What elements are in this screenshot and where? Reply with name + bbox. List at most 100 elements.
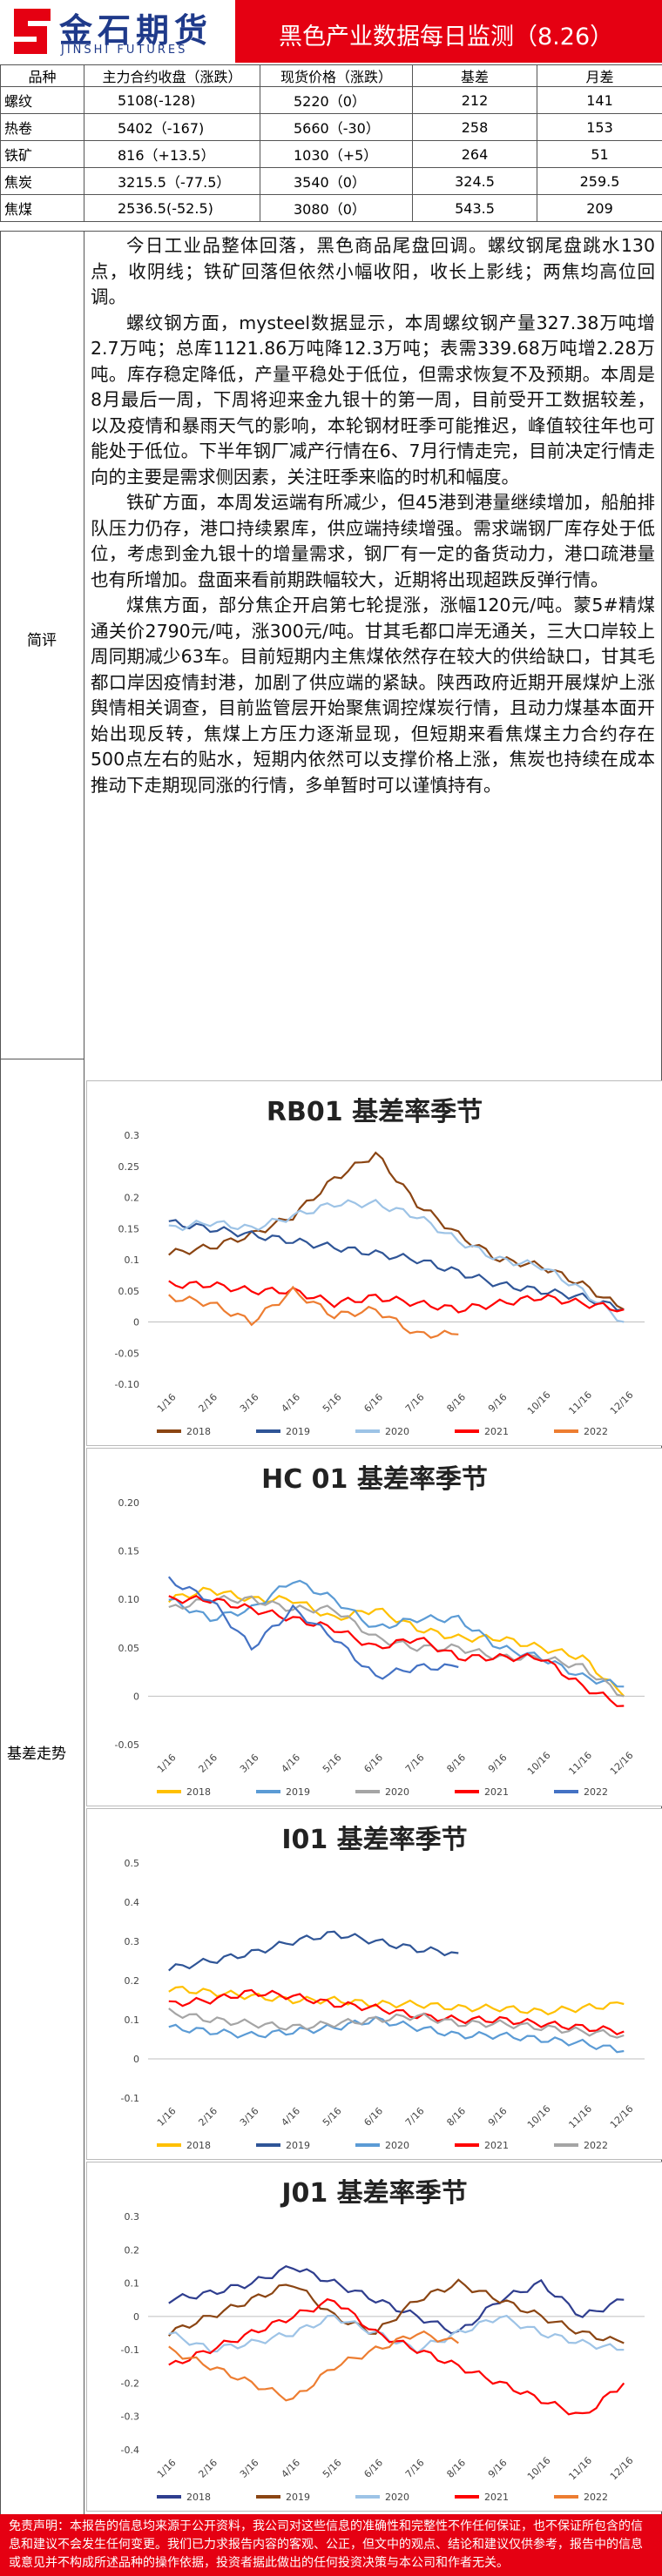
chart-canvas: -0.4 -0.3 -0.2 -0.1 0 0.1 0.2 0.3 1/16 2/16 3/16 4/… [121,2211,645,2503]
x-tick-label: 8/16 [444,1391,468,1415]
comment-paragraph: 铁矿方面，本周发运端有所减少，但45港到港量继续增加，船舶排队压力仍存，港口持续… [91,492,655,590]
x-tick-label: 1/16 [155,2457,179,2480]
x-tick-label: 12/16 [608,2103,636,2131]
product-name: 焦炭 [0,167,84,195]
y-tick-label: 0.20 [118,1497,140,1509]
y-tick-label: 0.3 [125,1936,140,1947]
basis-value: 264 [412,140,537,168]
series-line-2019 [168,1930,459,1972]
x-tick-label: 10/16 [525,2103,553,2131]
chart-title: J01 基差率季节 [281,2178,468,2209]
series-line-2018 [168,1586,625,1698]
x-tick-label: 6/16 [361,1391,385,1415]
x-tick-label: 4/16 [279,2457,302,2480]
y-tick-label: 0 [133,1691,139,1702]
x-tick-label: 7/16 [403,1391,427,1415]
main-contract-close: 3215.5（-77.5） [84,167,260,195]
legend-label: 2022 [584,1786,608,1798]
series-line-2021 [168,1280,625,1314]
comment-paragraph: 螺纹钢方面，mysteel数据显示，本周螺纹钢产量327.38万吨增2.7万吨；… [91,312,655,488]
x-tick-label: 1/16 [155,1752,179,1775]
month-spread: 51 [537,140,662,168]
x-tick-label: 9/16 [486,1752,510,1775]
x-tick-label: 12/16 [608,2455,636,2483]
x-tick-label: 5/16 [321,2105,344,2129]
legend-label: 2022 [584,2492,608,2503]
logo-english-text: JINSHI FUTURES [61,44,188,57]
legend-label: 2019 [286,1786,310,1798]
series-line-2020 [168,1594,625,1698]
y-tick-label: -0.05 [115,1348,139,1359]
chart-canvas: -0.10 -0.05 0 0.05 0.1 0.15 0.2 0.25 0.3 1/16 2/16… [115,1130,645,1437]
product-name: 焦煤 [0,194,84,222]
legend-label: 2021 [484,1426,509,1437]
comment-label-cell: 简评 [1,232,84,1059]
main-contract-close: 2536.5(-52.5) [84,194,260,222]
legend-label: 2018 [186,1786,211,1798]
column-header: 月差 [537,64,662,87]
legend-label: 2020 [385,1426,409,1437]
series-line-2022 [168,1285,459,1339]
hc01-basis-chart: HC 01 基差率季节 -0.05 0 0.05 0.10 0.15 0.20 1/16 2/… [86,1448,662,1806]
x-tick-label: 8/16 [444,2457,468,2480]
report-body: 简评 今日工业品整体回落，黑色商品尾盘回调。螺纹钢尾盘跳水130点，收阴线；铁矿… [0,231,662,2515]
series-line-2020 [168,1199,625,1323]
legend-label: 2020 [385,2492,409,2503]
legend-label: 2021 [484,1786,509,1798]
x-tick-label: 10/16 [525,2455,553,2483]
table-row: 螺纹 5108(-128) 5220（0） 212 141 [0,86,662,114]
x-tick-label: 4/16 [279,2105,302,2129]
y-tick-label: 0.2 [125,1193,140,1204]
legend-label: 2020 [385,2140,409,2151]
table-row: 热卷 5402（-167) 5660（-30） 258 153 [0,113,662,141]
table-row: 焦煤 2536.5(-52.5) 3080（0） 543.5 209 [0,194,662,222]
x-tick-label: 10/16 [525,1389,553,1417]
company-logo: 金石期货 JINSHI FUTURES [0,0,235,63]
y-tick-label: 0.05 [118,1286,140,1297]
logo-chinese-text: 金石期货 [59,11,213,50]
x-tick-label: 4/16 [279,1391,302,1415]
x-tick-label: 2/16 [196,1752,220,1775]
comment-label: 简评 [27,632,57,649]
legend-label: 2020 [385,1786,409,1798]
j01-basis-chart: J01 基差率季节 -0.4 -0.3 -0.2 -0.1 0 0.1 0.2 0.3 1/16… [86,2162,662,2512]
x-tick-label: 12/16 [608,1389,636,1417]
chart-title: RB01 基差率季节 [266,1097,483,1127]
column-header: 品种 [0,64,84,87]
main-contract-close: 5108(-128) [84,86,260,114]
y-tick-label: 0.25 [118,1161,140,1173]
main-contract-close: 5402（-167) [84,113,260,141]
x-tick-label: 11/16 [566,1750,594,1778]
basis-value: 543.5 [412,194,537,222]
y-tick-label: 0.15 [118,1546,140,1557]
y-tick-label: 0 [133,1317,139,1328]
y-tick-label: 0 [133,2054,139,2065]
y-tick-label: -0.1 [121,2344,139,2356]
x-tick-label: 2/16 [196,1391,220,1415]
i01-basis-chart: I01 基差率季节 -0.1 0 0.1 0.2 0.3 0.4 0.5 1/16 2/16 3/… [86,1808,662,2160]
rb01-basis-chart: RB01 基差率季节 -0.10 -0.05 0 0.05 0.1 0.15 0.2 0.25… [86,1080,662,1446]
series-line-2022 [167,1576,459,1680]
x-tick-label: 1/16 [155,1391,179,1415]
disclaimer-text: 免责声明：本报告的信息均来源于公开资料，我公司对这些信息的准确性和完整性不作任何… [9,2519,643,2570]
x-tick-label: 9/16 [486,2457,510,2480]
x-tick-label: 1/16 [155,2105,179,2129]
y-tick-label: -0.05 [115,1739,139,1751]
x-tick-label: 7/16 [403,1752,427,1775]
legend-label: 2018 [186,1426,211,1437]
series-line-2021 [168,2297,625,2416]
table-row: 焦炭 3215.5（-77.5） 3540（0） 324.5 259.5 [0,167,662,195]
legend-label: 2018 [186,2492,211,2503]
x-tick-label: 5/16 [321,2457,344,2480]
report-title: 黑色产业数据每日监测（8.26） [279,24,614,50]
spot-price: 5220（0） [260,86,413,114]
y-tick-label: 0.3 [125,2211,140,2223]
month-spread: 153 [537,113,662,141]
trend-label: 基差走势 [7,1745,66,1763]
comment-paragraph: 今日工业品整体回落，黑色商品尾盘回调。螺纹钢尾盘跳水130点，收阴线；铁矿回落但… [91,235,655,307]
series-line-2020 [168,2314,625,2355]
series-line-2019 [168,1579,625,1688]
x-tick-label: 3/16 [238,2105,261,2129]
y-tick-label: 0.15 [118,1223,140,1234]
y-tick-label: -0.3 [121,2411,139,2423]
